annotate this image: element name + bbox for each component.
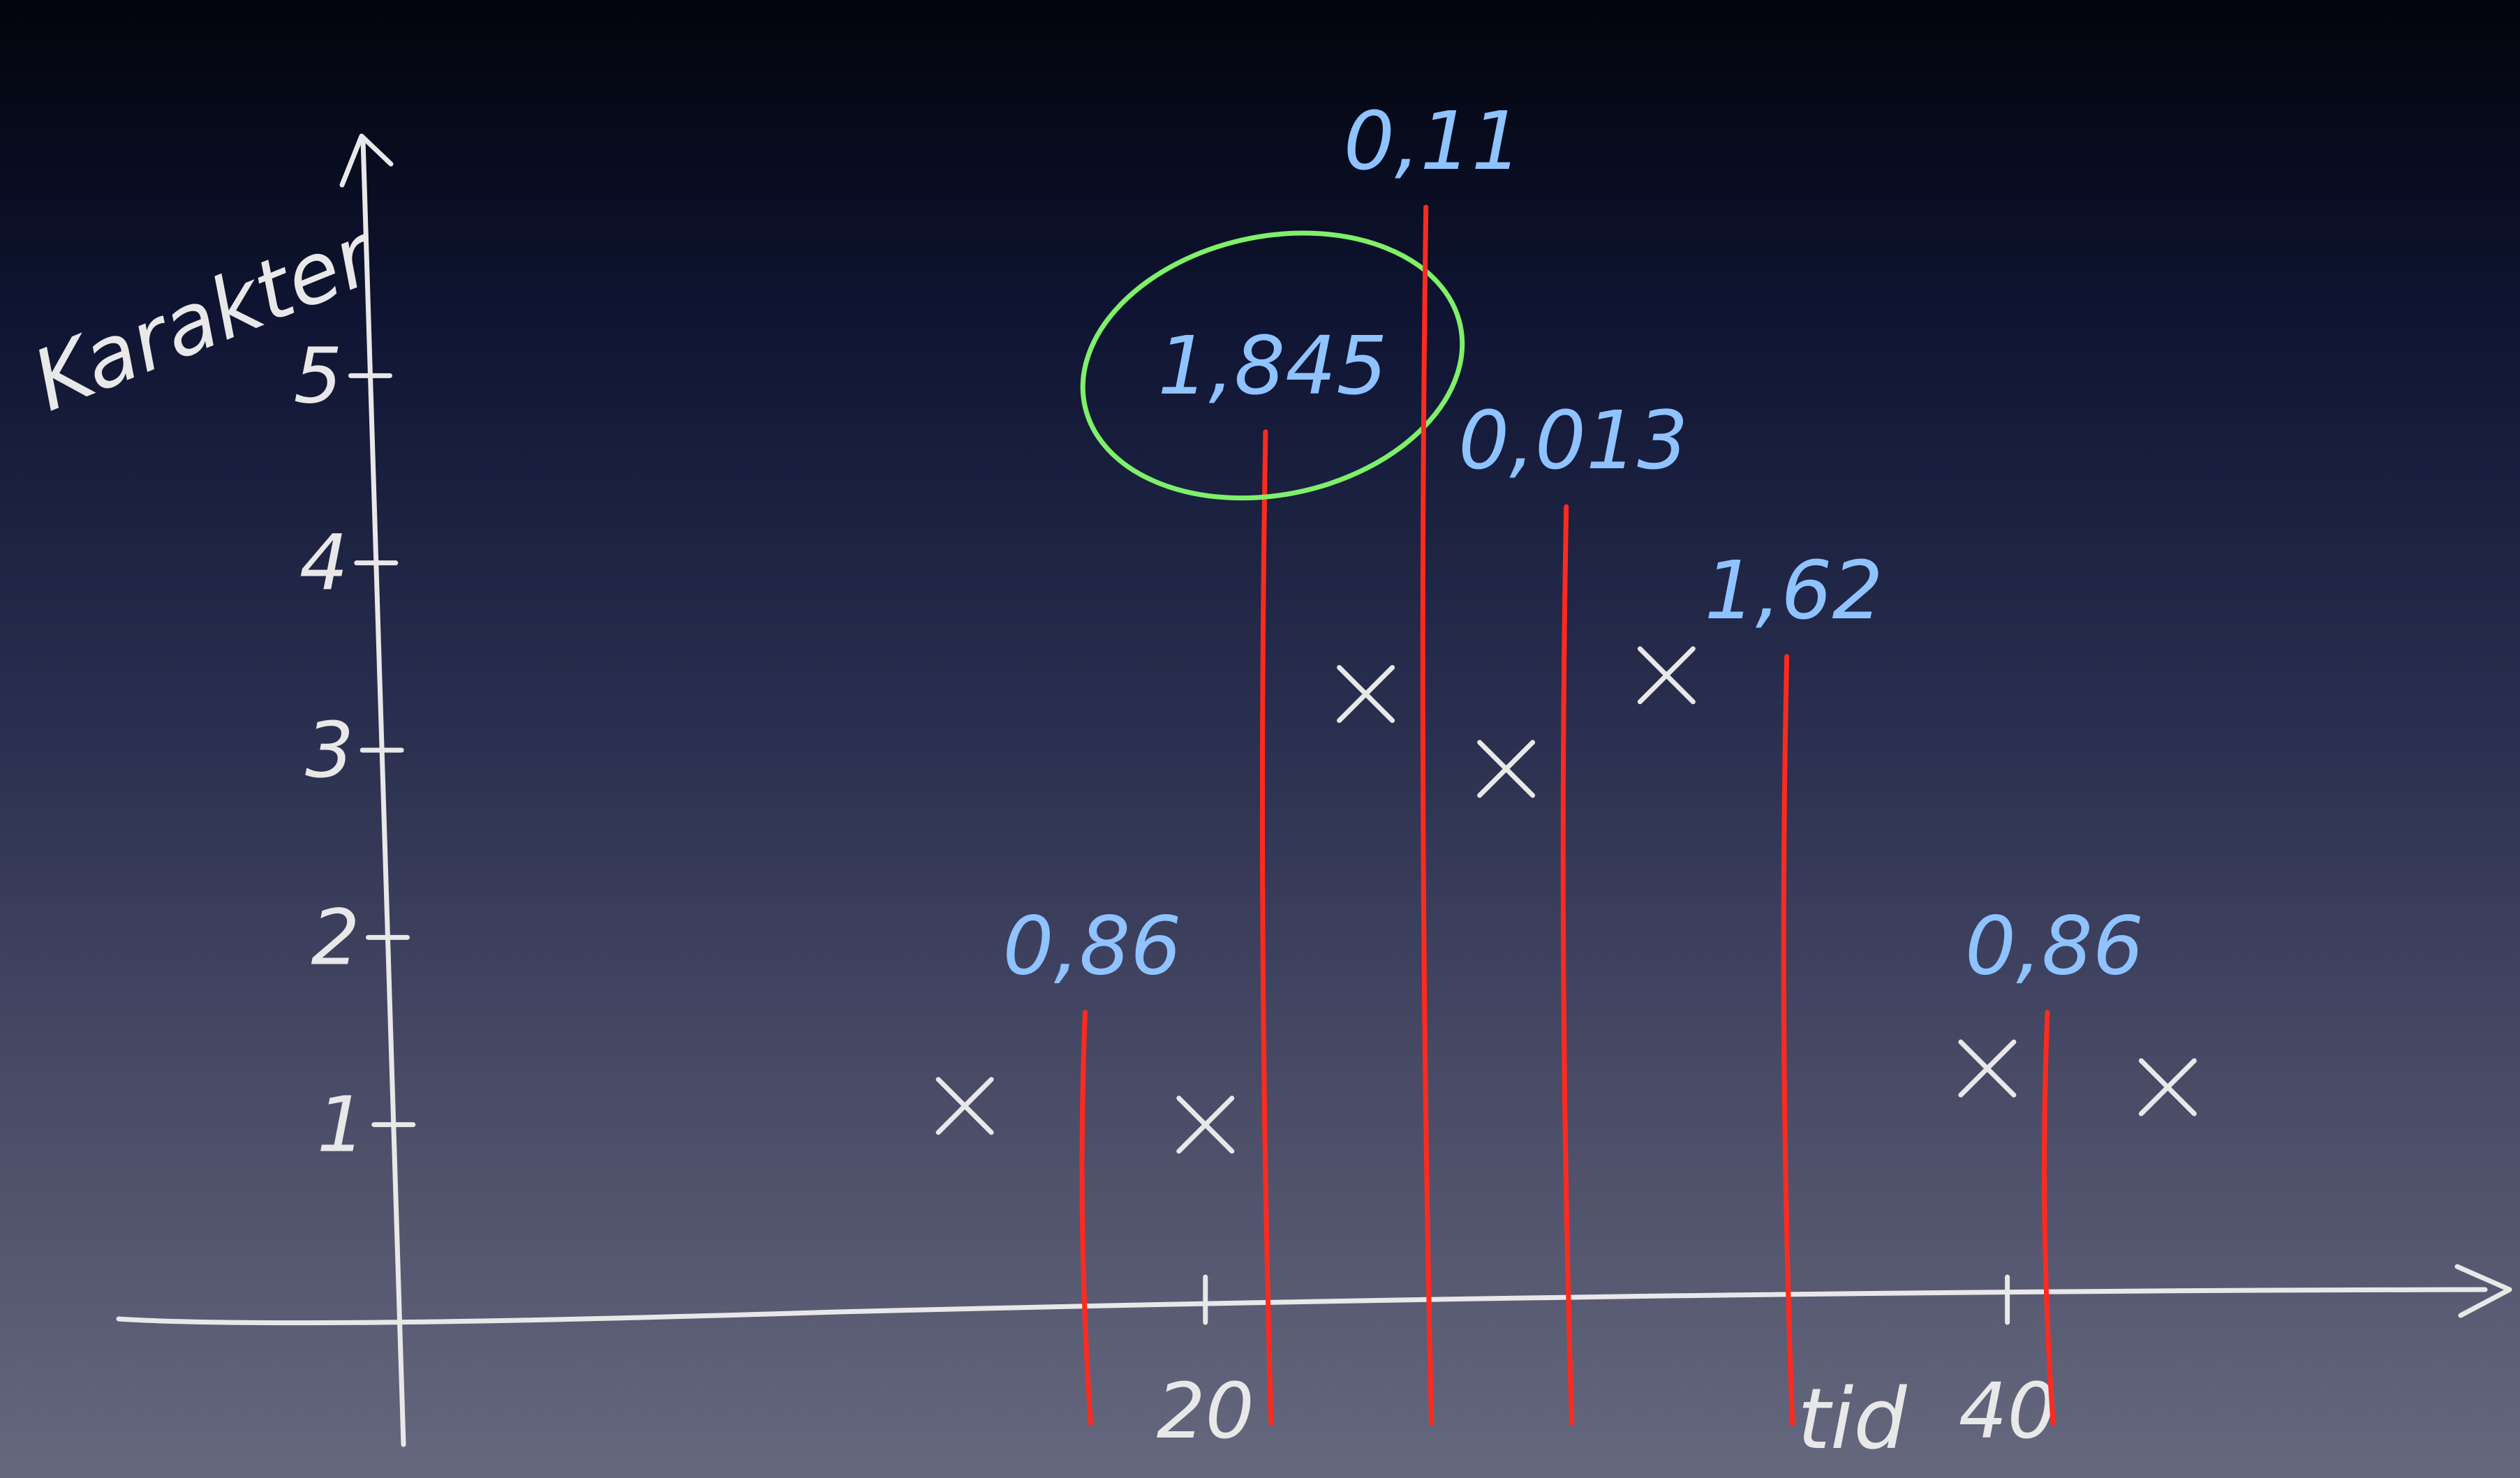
x-axis: [116, 1287, 2488, 1326]
split-gain-label: 0,11: [1344, 95, 1522, 188]
split-gain-label: 0,86: [1002, 900, 1181, 994]
data-point: [1337, 665, 1395, 723]
x-axis-arrow-icon: [2454, 1264, 2512, 1318]
split-gain-label: 0,013: [1458, 394, 1688, 488]
x-tick-label: 40: [1959, 1366, 2056, 1456]
data-point: [1637, 646, 1696, 705]
split-line: [1079, 1010, 1093, 1426]
y-tick-label: 1: [317, 1080, 366, 1170]
data-point: [1176, 1096, 1235, 1154]
split-gain-label: 1,62: [1705, 544, 1883, 638]
data-point: [1958, 1039, 2017, 1098]
y-tick-label: 3: [305, 706, 354, 795]
split-line: [2042, 1010, 2056, 1426]
y-tick-label: 2: [311, 893, 360, 982]
x-tick-label: 20: [1157, 1366, 1254, 1456]
data-point: [935, 1077, 994, 1135]
split-line: [1259, 429, 1274, 1426]
highlight-circle: [1080, 230, 1465, 501]
split-gain-label: 1,845: [1157, 320, 1387, 413]
ticks: 1 2 3 4 5 20 40: [293, 331, 2056, 1456]
split-line: [1420, 204, 1435, 1426]
data-point: [2138, 1058, 2197, 1117]
data-point: [1477, 740, 1536, 798]
split-line: [1781, 654, 1795, 1426]
data-points: [935, 646, 2197, 1154]
y-tick-label: 5: [293, 331, 342, 420]
split-gain-label: 0,86: [1965, 900, 2144, 994]
y-axis-arrow-icon: [339, 133, 394, 188]
x-axis-label: tid: [1798, 1371, 1907, 1468]
y-tick-label: 4: [299, 518, 348, 608]
y-axis: [360, 137, 406, 1447]
split-line: [1560, 504, 1575, 1426]
